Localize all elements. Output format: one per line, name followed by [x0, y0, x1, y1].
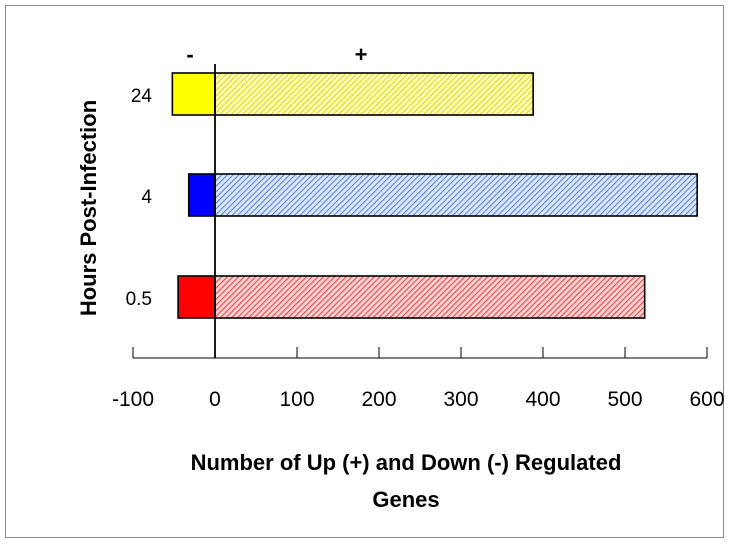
y-axis-title: Hours Post-Infection: [76, 100, 101, 316]
x-tick-label: 100: [279, 388, 314, 411]
labels-group: 24 4 0.5: [126, 86, 153, 310]
x-tick-label: 500: [607, 388, 642, 411]
positive-sign-label: +: [355, 42, 368, 67]
bar-down-0.5h: [177, 275, 216, 319]
category-label-4: 4: [141, 187, 152, 208]
x-tick-label: 200: [361, 388, 396, 411]
x-axis: -100 0 100 200 300 400 500 600: [112, 64, 725, 411]
x-tick-label: 0: [209, 388, 221, 411]
bar-down-4h: [187, 173, 216, 217]
x-axis-title-line2: Genes: [372, 487, 439, 512]
x-tick-label: 600: [689, 388, 724, 411]
category-label-0.5: 0.5: [126, 289, 152, 310]
x-tick-label: -100: [112, 388, 154, 411]
bar-down-24h: [171, 72, 216, 116]
bar-up-24h: [214, 72, 534, 116]
x-tick-label: 300: [443, 388, 478, 411]
bar-up-0.5h: [214, 275, 646, 319]
category-label-24: 24: [131, 86, 153, 107]
x-axis-title-line1: Number of Up (+) and Down (-) Regulated: [191, 450, 622, 475]
x-tick-label: 400: [525, 388, 560, 411]
negative-sign-label: -: [186, 42, 193, 67]
bar-up-4h: [214, 173, 698, 217]
bars-group: [171, 72, 698, 319]
